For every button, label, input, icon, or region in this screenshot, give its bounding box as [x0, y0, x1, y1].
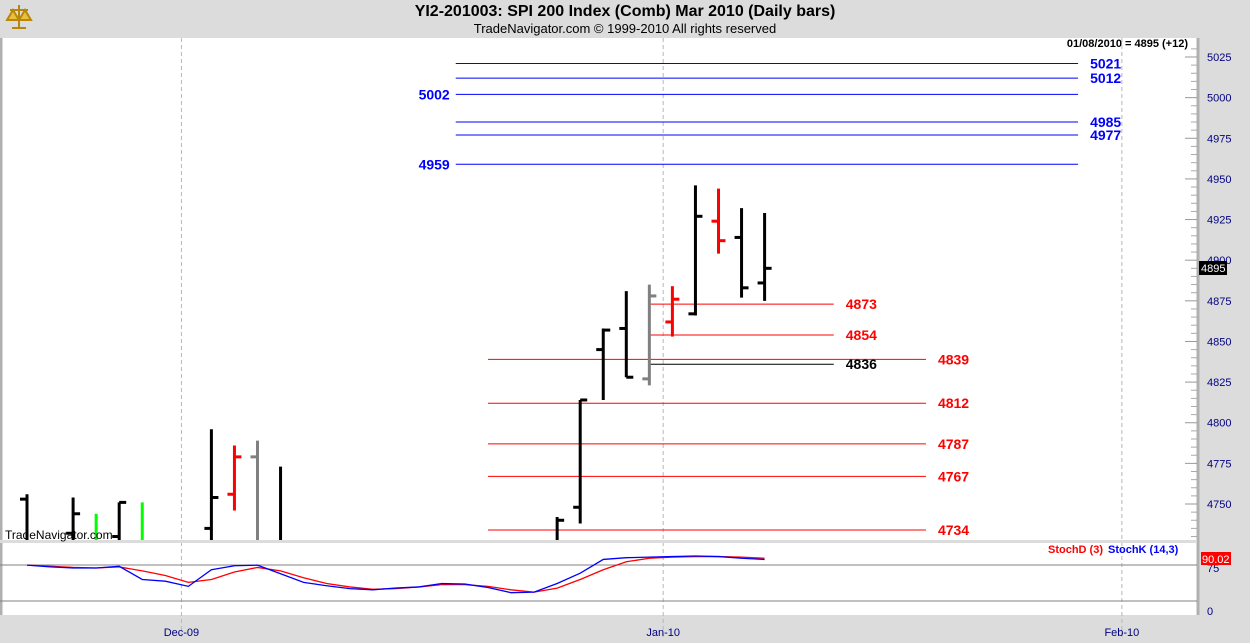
level-label-5021: 5021 — [1090, 56, 1121, 72]
stoch-line-k — [26, 555, 765, 594]
level-label-4873: 4873 — [846, 296, 877, 312]
ohlc-bar — [227, 445, 242, 511]
level-label-4812: 4812 — [938, 395, 969, 411]
y-tick-label: 4750 — [1207, 499, 1231, 511]
level-label-4977: 4977 — [1090, 127, 1121, 143]
y-tick-label: 4925 — [1207, 215, 1231, 227]
price-readout: 01/08/2010 = 4895 (+12) — [1067, 38, 1188, 50]
y-tick-label: 4975 — [1207, 133, 1231, 145]
x-tick-label: Feb-10 — [1104, 627, 1139, 639]
level-label-4787: 4787 — [938, 436, 969, 452]
level-label-4767: 4767 — [938, 468, 969, 484]
level-label-5012: 5012 — [1090, 70, 1121, 86]
ohlc-bar — [688, 185, 703, 316]
ohlc-bar — [66, 497, 81, 540]
stoch-panel — [0, 543, 1197, 615]
y-tick-label: 4850 — [1207, 336, 1231, 348]
ohlc-bar — [596, 328, 611, 400]
ohlc-bar — [734, 208, 749, 298]
ohlc-bar — [665, 286, 680, 337]
watermark: TradeNavigator.com — [5, 528, 113, 542]
stoch-legend-d: StochD (3) — [1048, 544, 1103, 556]
ohlc-bar — [711, 188, 726, 254]
y-tick-label: 5025 — [1207, 52, 1231, 64]
level-label-5002: 5002 — [419, 86, 450, 102]
stoch-y-tick-label: 0 — [1207, 606, 1213, 618]
last-price-box — [1199, 261, 1227, 275]
y-tick-label: 4775 — [1207, 458, 1231, 470]
ohlc-bar — [619, 291, 634, 379]
stoch-last-label: 90.02 — [1202, 554, 1230, 566]
y-tick-label: 4875 — [1207, 296, 1231, 308]
level-label-4959: 4959 — [419, 156, 450, 172]
level-label-4836: 4836 — [846, 356, 877, 372]
ohlc-bar — [112, 500, 127, 540]
x-tick-label: Jan-10 — [646, 627, 680, 639]
trade-navigator-logo-icon — [4, 2, 34, 37]
ohlc-bar — [757, 213, 772, 301]
chart-header: YI2-201003: SPI 200 Index (Comb) Mar 201… — [0, 0, 1250, 38]
level-label-4734: 4734 — [938, 522, 969, 538]
ohlc-bar — [20, 494, 29, 540]
y-tick-label: 5000 — [1207, 93, 1231, 105]
ohlc-bar — [555, 517, 565, 540]
x-tick-label: Dec-09 — [164, 627, 199, 639]
ohlc-bar — [642, 284, 657, 386]
y-tick-label: 4825 — [1207, 377, 1231, 389]
stoch-last-box — [1201, 552, 1231, 565]
panel-divider — [0, 540, 1197, 543]
level-label-4854: 4854 — [846, 327, 877, 343]
ohlc-bar — [573, 398, 588, 524]
price-panel — [0, 38, 1197, 540]
ohlc-bar — [204, 429, 219, 540]
stoch-y-tick-label: 75 — [1207, 563, 1219, 575]
y-tick-label: 4950 — [1207, 174, 1231, 186]
ohlc-bar — [250, 440, 259, 540]
level-label-4985: 4985 — [1090, 114, 1121, 130]
stoch-legend-k: StochK (14,3) — [1108, 544, 1179, 556]
level-label-4839: 4839 — [938, 351, 969, 367]
y-tick-label: 4800 — [1207, 418, 1231, 430]
last-price-label: 4895 — [1201, 263, 1225, 275]
chart-subtitle: TradeNavigator.com © 1999-2010 All right… — [473, 21, 777, 36]
chart-title: YI2-201003: SPI 200 Index (Comb) Mar 201… — [414, 3, 836, 20]
